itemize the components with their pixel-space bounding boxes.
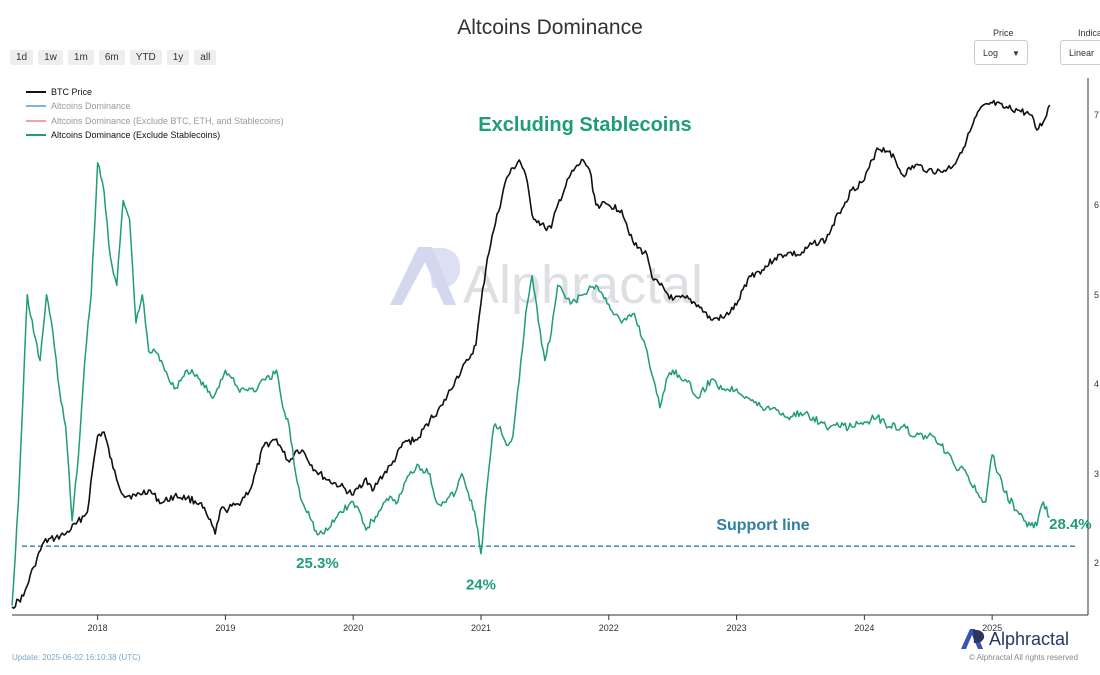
- y-right-tick-label: 7: [1094, 110, 1099, 120]
- x-tick-label: 2018: [88, 623, 108, 633]
- btc-price-line: [11, 99, 1051, 609]
- update-timestamp: Update: 2025-06-02 16:10:38 (UTC): [12, 653, 141, 662]
- legend-item-altcoins-dominance-excl-stable[interactable]: Altcoins Dominance (Exclude Stablecoins): [26, 128, 284, 142]
- legend-item-altcoins-dominance[interactable]: Altcoins Dominance: [26, 99, 284, 113]
- range-button-1m[interactable]: 1m: [67, 50, 94, 65]
- x-tick-label: 2020: [343, 623, 363, 633]
- price-scale-label: Price: [993, 28, 1014, 38]
- range-button-1y[interactable]: 1y: [166, 50, 190, 65]
- support-line-label: Support line: [716, 517, 809, 534]
- value-annotation: 25.3%: [296, 555, 339, 572]
- range-button-ytd[interactable]: YTD: [129, 50, 162, 65]
- range-button-all[interactable]: all: [194, 50, 217, 65]
- series-group: [11, 99, 1051, 609]
- annotations-group: Excluding Stablecoins Support line 25.3% 24…: [296, 114, 1092, 593]
- copyright-text: © Alphractal All rights reserved: [969, 653, 1079, 662]
- x-tick-label: 2021: [471, 623, 491, 633]
- legend-swatch: [26, 105, 46, 108]
- legend-item-btc-price[interactable]: BTC Price: [26, 85, 284, 99]
- legend-swatch: [26, 91, 46, 94]
- x-tick-label: 2023: [727, 623, 747, 633]
- price-scale-value: Log: [983, 48, 999, 58]
- watermark-logo-icon: [390, 247, 456, 305]
- legend-label: Altcoins Dominance (Exclude BTC, ETH, an…: [51, 115, 284, 126]
- range-button-6m[interactable]: 6m: [98, 50, 125, 65]
- y-right-tick-label: 5: [1094, 290, 1099, 300]
- brand-name: Alphractal: [989, 628, 1070, 649]
- y-right-tick-label: 6: [1094, 200, 1099, 210]
- range-button-1d[interactable]: 1d: [10, 50, 34, 65]
- x-tick-label: 2019: [215, 623, 235, 633]
- chart-axes: 2018 2019 2020 2021 2022 2023 2024 2025 7 6 5 4 3 2: [12, 78, 1099, 633]
- y-right-tick-label: 3: [1094, 469, 1099, 479]
- y-right-tick-label: 4: [1094, 379, 1099, 389]
- chart-legend: BTC Price Altcoins Dominance Altcoins Do…: [26, 85, 284, 142]
- y-right-tick-label: 2: [1094, 558, 1099, 568]
- watermark-logo-icon-bowl: [428, 248, 461, 288]
- indicator-scale-label: Indica: [1078, 28, 1100, 38]
- legend-swatch: [26, 134, 46, 137]
- legend-swatch: [26, 119, 46, 122]
- x-tick-label: 2022: [599, 623, 619, 633]
- brand-logo: Alphractal: [960, 628, 1069, 650]
- price-scale-select[interactable]: Log ▼: [974, 40, 1028, 65]
- watermark-text: Alphractal: [463, 255, 703, 315]
- legend-label: Altcoins Dominance (Exclude Stablecoins): [51, 130, 221, 141]
- headline-annotation: Excluding Stablecoins: [478, 114, 691, 136]
- alphractal-logo-icon: [961, 629, 985, 649]
- chart-title: Altcoins Dominance: [457, 16, 643, 39]
- legend-label: Altcoins Dominance: [51, 101, 131, 112]
- indicator-scale-value: Linear: [1069, 48, 1095, 58]
- altcoins-dominance-excl-stable-line: [11, 162, 1050, 606]
- value-annotation: 28.4%: [1049, 516, 1092, 533]
- legend-item-altcoins-dominance-excl-btc-eth-stable[interactable]: Altcoins Dominance (Exclude BTC, ETH, an…: [26, 114, 284, 128]
- x-tick-label: 2024: [854, 623, 874, 633]
- value-annotation: 24%: [466, 576, 496, 593]
- range-button-1w[interactable]: 1w: [38, 50, 63, 65]
- alphractal-watermark: Alphractal: [390, 247, 703, 315]
- x-tick-label: 2025: [982, 623, 1002, 633]
- legend-label: BTC Price: [51, 87, 93, 98]
- indicator-scale-select[interactable]: Linear: [1060, 40, 1100, 65]
- range-selector: 1d 1w 1m 6m YTD 1y all: [10, 50, 217, 65]
- chevron-down-icon: ▼: [1012, 49, 1020, 58]
